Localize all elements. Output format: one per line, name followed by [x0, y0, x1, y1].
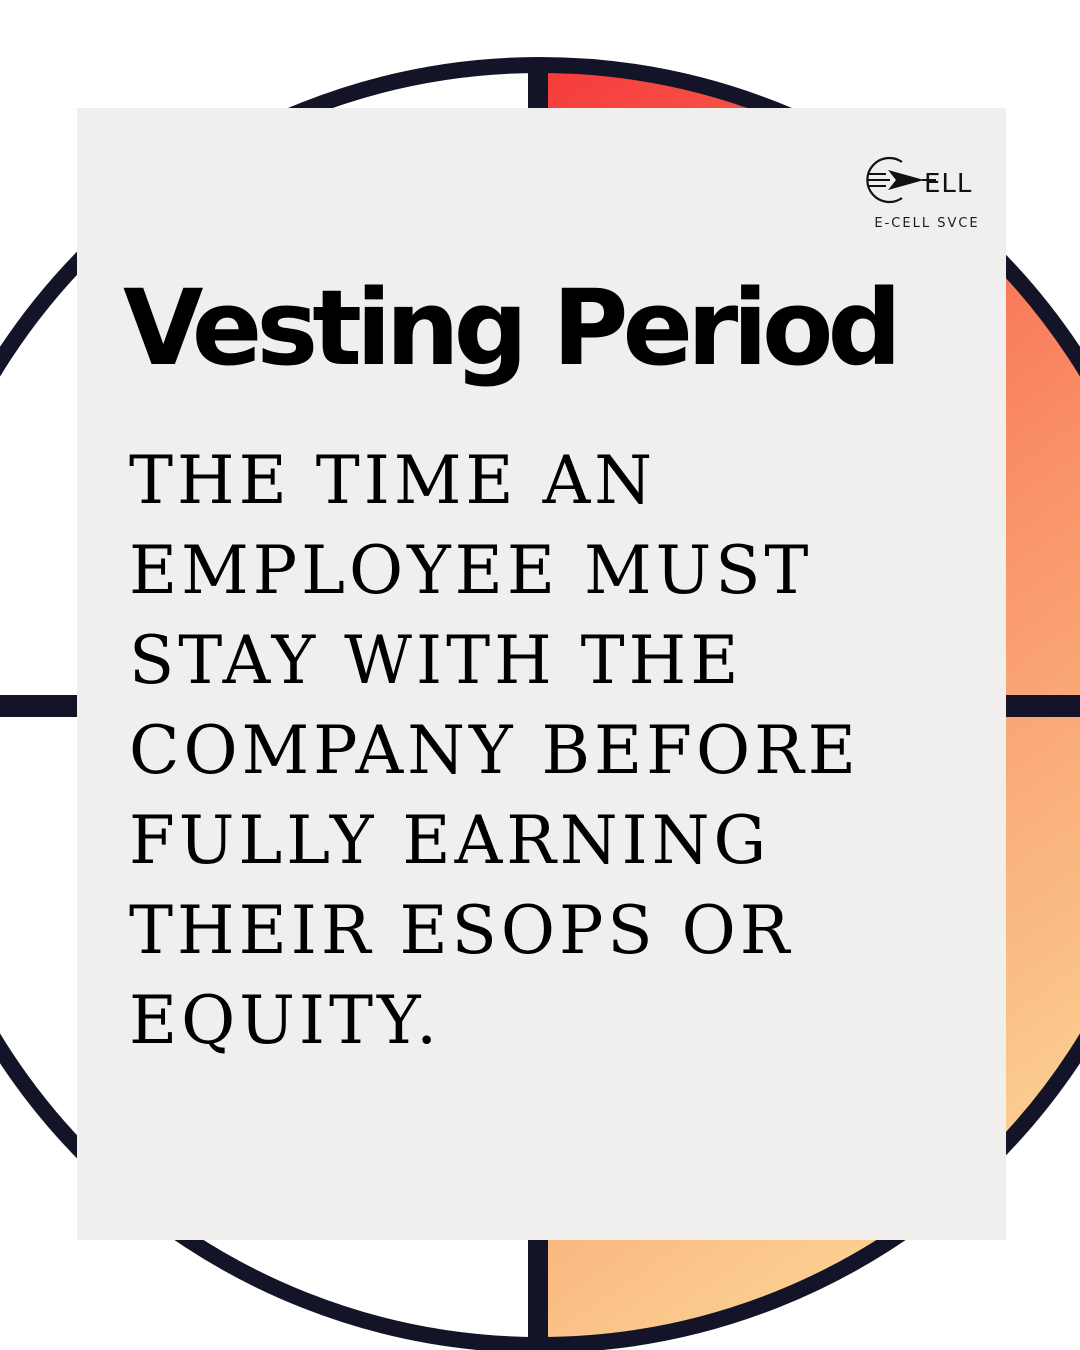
ecell-logo: ELL E-CELL SVCE — [857, 150, 997, 250]
page-title: Vesting Period — [123, 267, 902, 389]
logo-caption: E-CELL SVCE — [874, 216, 980, 231]
definition-text: THE TIME AN EMPLOYEE MUST STAY WITH THE … — [129, 442, 860, 1059]
definition-card: ELL E-CELL SVCE Vesting Period THE TIME … — [77, 108, 1006, 1240]
paper-plane-logo-icon: ELL — [866, 156, 972, 204]
logo-letters: ELL — [924, 169, 972, 199]
